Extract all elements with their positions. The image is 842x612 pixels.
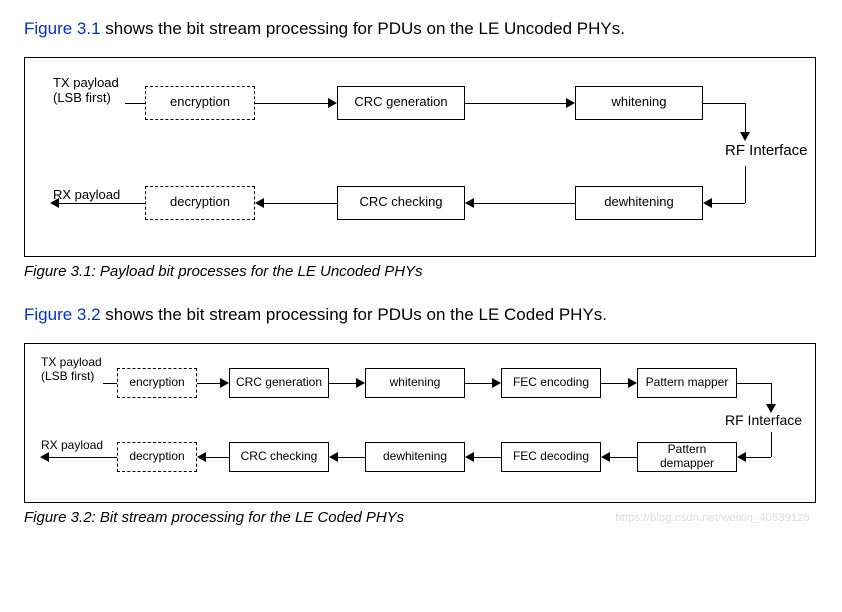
fig2-rx-label: RX payload <box>41 439 103 453</box>
arrow-line <box>465 383 493 384</box>
arrow-line <box>703 103 745 104</box>
arrow-line <box>329 383 357 384</box>
fig2-fec-encoding-box: FEC encoding <box>501 368 601 398</box>
arrow-line <box>338 457 365 458</box>
fig2-diagram: TX payload (LSB first) RX payload encryp… <box>24 343 816 503</box>
fig2-decryption-box: decryption <box>117 442 197 472</box>
arrowhead-left-icon <box>465 198 474 208</box>
fig1-intro: Figure 3.1 shows the bit stream processi… <box>24 18 818 41</box>
arrow-line <box>125 103 145 104</box>
arrow-line <box>737 383 771 384</box>
fig2-whitening-box: whitening <box>365 368 465 398</box>
fig1-whitening-box: whitening <box>575 86 703 120</box>
fig2-crc-generation-box: CRC generation <box>229 368 329 398</box>
fig2-tx-l2: (LSB first) <box>41 369 94 383</box>
arrowhead-right-icon <box>220 378 229 388</box>
fig1-tx-l1: TX payload <box>53 75 119 90</box>
fig1-ref: Figure 3.1 <box>24 19 101 38</box>
arrowhead-left-icon <box>601 452 610 462</box>
fig2-tx-label: TX payload (LSB first) <box>41 356 102 384</box>
arrow-line <box>474 457 501 458</box>
fig2-fec-decoding-box: FEC decoding <box>501 442 601 472</box>
fig2-intro-text: shows the bit stream processing for PDUs… <box>101 305 607 324</box>
arrowhead-left-icon <box>329 452 338 462</box>
arrow-line <box>197 383 221 384</box>
arrow-line <box>474 203 575 204</box>
arrow-line <box>255 103 328 104</box>
fig2-encryption-box: encryption <box>117 368 197 398</box>
arrowhead-left-icon <box>255 198 264 208</box>
arrow-line <box>610 457 637 458</box>
arrowhead-left-icon <box>465 452 474 462</box>
fig1-decryption-box: decryption <box>145 186 255 220</box>
arrowhead-left-icon <box>737 452 746 462</box>
arrow-line <box>771 432 772 457</box>
arrow-line <box>745 166 746 203</box>
arrowhead-left-icon <box>50 198 59 208</box>
fig1-intro-text: shows the bit stream processing for PDUs… <box>101 19 625 38</box>
fig2-ref: Figure 3.2 <box>24 305 101 324</box>
fig2-pattern-demapper-box: Patterndemapper <box>637 442 737 472</box>
arrowhead-right-icon <box>328 98 337 108</box>
fig1-tx-l2: (LSB first) <box>53 90 111 105</box>
arrow-line <box>264 203 337 204</box>
fig2-intro: Figure 3.2 shows the bit stream processi… <box>24 304 818 327</box>
watermark: https://blog.csdn.net/weixin_40539125 <box>615 512 810 524</box>
arrowhead-left-icon <box>197 452 206 462</box>
arrowhead-right-icon <box>492 378 501 388</box>
arrowhead-left-icon <box>703 198 712 208</box>
fig1-rf-label: RF Interface <box>725 142 808 159</box>
fig1-tx-label: TX payload (LSB first) <box>53 76 119 106</box>
fig2-pattern-mapper-box: Pattern mapper <box>637 368 737 398</box>
arrow-line <box>601 383 629 384</box>
arrow-line <box>745 103 746 133</box>
fig1-crc-checking-box: CRC checking <box>337 186 465 220</box>
arrowhead-down-icon <box>766 404 776 413</box>
fig2-tx-l1: TX payload <box>41 355 102 369</box>
fig2-rf-label: RF Interface <box>725 412 802 428</box>
arrow-line <box>49 457 117 458</box>
arrow-line <box>206 457 229 458</box>
fig2-pdemap-l2: demapper <box>660 456 714 470</box>
arrow-line <box>103 383 117 384</box>
arrowhead-right-icon <box>566 98 575 108</box>
fig2-dewhitening-box: dewhitening <box>365 442 465 472</box>
arrowhead-down-icon <box>740 132 750 141</box>
arrow-line <box>59 203 145 204</box>
arrow-line <box>771 383 772 405</box>
fig1-diagram: TX payload (LSB first) RX payload encryp… <box>24 57 816 257</box>
arrowhead-right-icon <box>628 378 637 388</box>
fig1-caption: Figure 3.1: Payload bit processes for th… <box>24 263 818 280</box>
fig1-encryption-box: encryption <box>145 86 255 120</box>
arrow-line <box>465 103 566 104</box>
fig2-pdemap-l1: Pattern <box>668 442 707 456</box>
fig2-crc-checking-box: CRC checking <box>229 442 329 472</box>
arrowhead-right-icon <box>356 378 365 388</box>
fig1-crc-generation-box: CRC generation <box>337 86 465 120</box>
arrow-line <box>712 203 745 204</box>
fig1-dewhitening-box: dewhitening <box>575 186 703 220</box>
arrow-line <box>746 457 771 458</box>
arrowhead-left-icon <box>40 452 49 462</box>
fig1-rx-label: RX payload <box>53 188 120 203</box>
